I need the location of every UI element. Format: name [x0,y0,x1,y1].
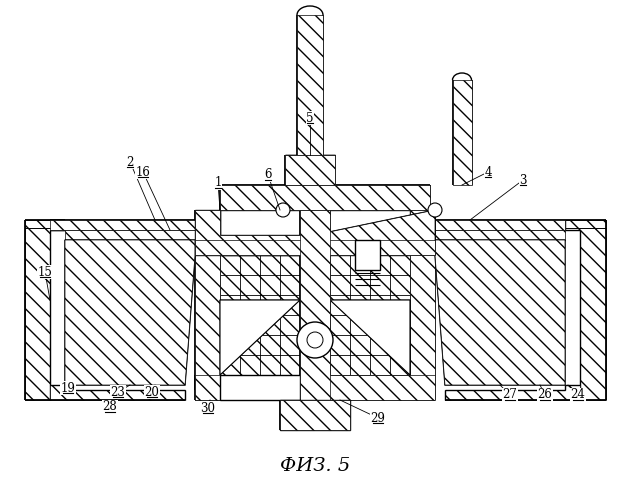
Polygon shape [453,80,472,185]
Bar [355,240,380,270]
Polygon shape [65,240,195,385]
Polygon shape [65,240,195,385]
Polygon shape [195,210,315,255]
Bar [330,255,410,375]
Polygon shape [195,210,315,255]
Polygon shape [297,15,323,155]
Text: 16: 16 [136,166,150,178]
Circle shape [276,203,290,217]
Text: 27: 27 [502,388,517,402]
Text: 6: 6 [264,168,272,181]
Text: 1: 1 [215,176,221,190]
Polygon shape [330,255,410,375]
Polygon shape [315,210,435,255]
Text: 4: 4 [484,166,492,178]
Polygon shape [315,210,435,255]
Text: 20: 20 [144,386,160,398]
Text: 15: 15 [38,266,52,278]
Circle shape [307,332,323,348]
Polygon shape [445,385,580,400]
Text: 2: 2 [126,156,134,168]
Polygon shape [220,300,300,375]
Polygon shape [220,185,430,210]
Polygon shape [280,400,350,430]
Polygon shape [285,155,335,185]
Polygon shape [220,300,300,375]
Polygon shape [410,210,435,390]
Polygon shape [330,300,410,375]
Polygon shape [220,255,300,375]
Text: 23: 23 [110,386,126,398]
Polygon shape [220,375,300,400]
Circle shape [297,322,333,358]
Polygon shape [435,220,565,230]
Text: 28: 28 [103,400,117,413]
Text: ФИЗ. 5: ФИЗ. 5 [280,457,350,475]
Text: 30: 30 [201,402,216,414]
Text: 29: 29 [370,412,386,424]
Bar [280,400,350,430]
Polygon shape [50,220,195,230]
Polygon shape [435,230,565,240]
Circle shape [428,203,442,217]
Polygon shape [65,230,195,240]
Text: 26: 26 [538,388,552,402]
Polygon shape [50,385,185,400]
Text: 24: 24 [570,388,586,402]
Polygon shape [195,240,435,255]
Text: 5: 5 [306,112,314,124]
Polygon shape [565,220,606,400]
Text: 19: 19 [61,382,76,394]
Text: 3: 3 [519,174,527,186]
Polygon shape [195,210,220,390]
Polygon shape [25,220,65,400]
Polygon shape [435,240,565,385]
Polygon shape [330,300,410,375]
Bar [220,255,300,375]
Polygon shape [195,375,435,400]
Polygon shape [300,210,330,400]
Polygon shape [435,240,565,385]
